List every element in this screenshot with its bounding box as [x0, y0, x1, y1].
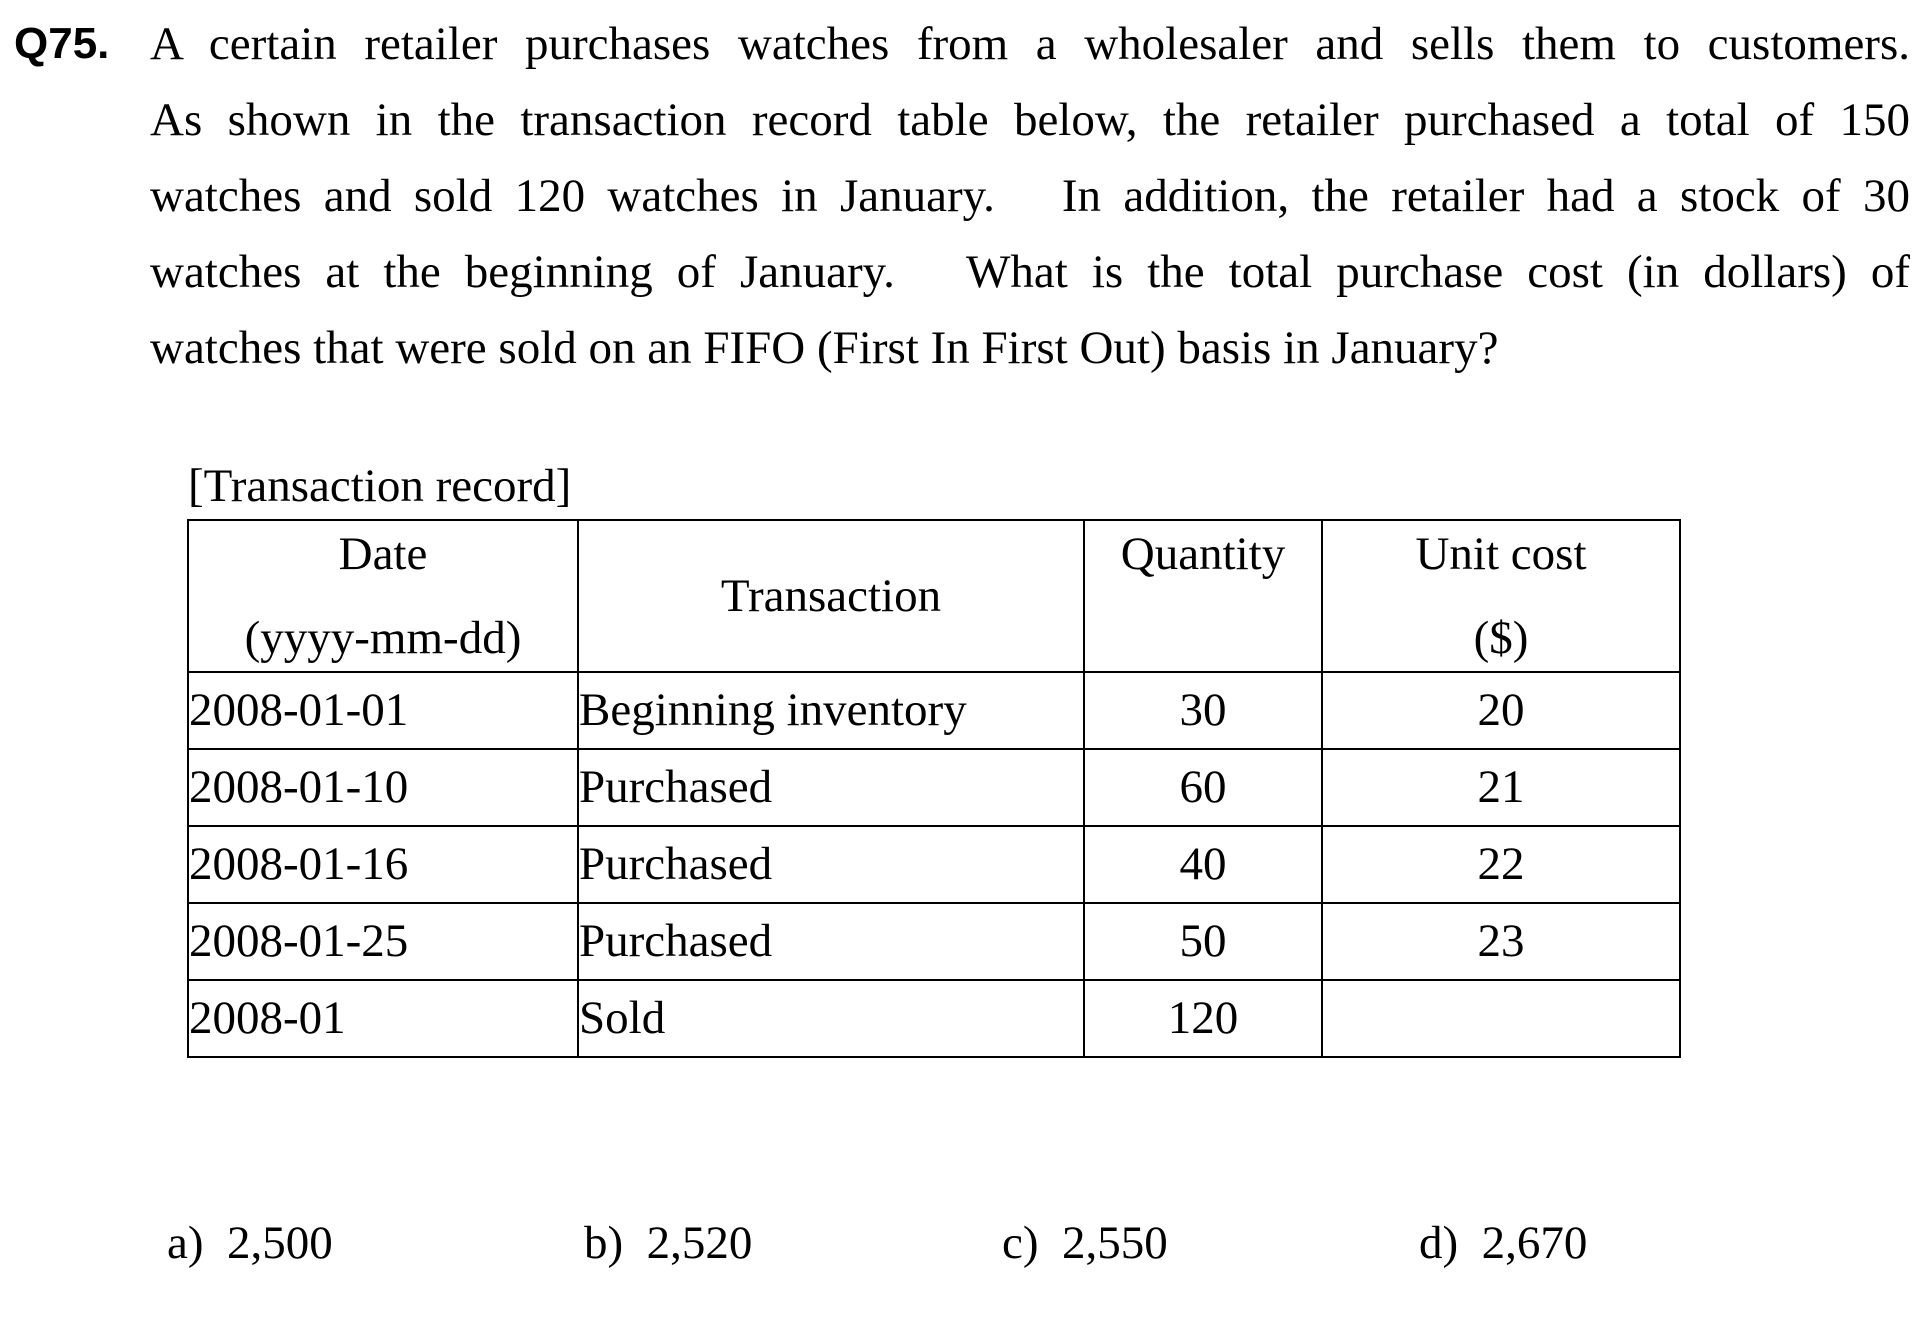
cell-transaction: Purchased	[577, 748, 1085, 827]
choice-value: 2,500	[227, 1217, 333, 1269]
cell-date: 2008-01-16	[187, 825, 579, 904]
question-line: watches and sold 120 watches in January.…	[150, 170, 1910, 222]
cell-quantity: 60	[1083, 748, 1323, 827]
cell-transaction: Sold	[577, 979, 1085, 1058]
header-quantity-label: Quantity	[1120, 528, 1286, 580]
header-date-label: Date	[338, 528, 428, 580]
cell-quantity: 120	[1083, 979, 1323, 1058]
cell-unit-cost: 22	[1321, 825, 1681, 904]
cell-date: 2008-01-01	[187, 671, 579, 750]
choice-b[interactable]: b) 2,520	[537, 1150, 752, 1336]
cell-date: 2008-01	[187, 979, 579, 1058]
answer-choices: a) 2,500 b) 2,520 c) 2,550 d) 2,670	[0, 1150, 1926, 1269]
table-row: 2008-01-25 Purchased 50 23	[187, 902, 1681, 981]
choice-label: b)	[584, 1217, 624, 1269]
header-quantity: Quantity	[1083, 519, 1323, 673]
question-line: watches that were sold on an FIFO (First…	[150, 322, 1499, 374]
cell-transaction: Beginning inventory	[577, 671, 1085, 750]
choice-value: 2,550	[1062, 1217, 1168, 1269]
header-transaction: Transaction	[577, 519, 1085, 673]
cell-quantity: 40	[1083, 825, 1323, 904]
table-row: 2008-01-16 Purchased 40 22	[187, 825, 1681, 904]
choice-value: 2,520	[646, 1217, 753, 1269]
cell-unit-cost: 21	[1321, 748, 1681, 827]
choice-a[interactable]: a) 2,500	[120, 1150, 333, 1336]
question-line: A certain retailer purchases watches fro…	[150, 18, 1910, 70]
cell-unit-cost	[1321, 979, 1681, 1058]
cell-transaction: Purchased	[577, 825, 1085, 904]
choice-label: d)	[1419, 1217, 1459, 1269]
table-row: 2008-01-10 Purchased 60 21	[187, 748, 1681, 827]
choice-label: a)	[167, 1217, 204, 1269]
table-header-row: Date (yyyy-mm-dd) Transaction Quantity U…	[187, 519, 1681, 673]
cell-unit-cost: 23	[1321, 902, 1681, 981]
table-caption: [Transaction record]	[188, 460, 572, 512]
cell-date: 2008-01-10	[187, 748, 579, 827]
cell-quantity: 50	[1083, 902, 1323, 981]
question-line: As shown in the transaction record table…	[150, 94, 1910, 146]
header-date-format: (yyyy-mm-dd)	[244, 612, 522, 664]
header-unit-cost-label: Unit cost	[1415, 528, 1587, 580]
header-unit-cost: Unit cost ($)	[1321, 519, 1681, 673]
choice-d[interactable]: d) 2,670	[1372, 1150, 1587, 1336]
table-row: 2008-01-01 Beginning inventory 30 20	[187, 671, 1681, 750]
header-transaction-label: Transaction	[720, 570, 942, 622]
header-date: Date (yyyy-mm-dd)	[187, 519, 579, 673]
question-text: A certain retailer purchases watches fro…	[150, 6, 1910, 386]
transaction-table: Date (yyyy-mm-dd) Transaction Quantity U…	[187, 519, 1681, 1058]
cell-quantity: 30	[1083, 671, 1323, 750]
question-line: watches at the beginning of January. Wha…	[150, 246, 1910, 298]
cell-unit-cost: 20	[1321, 671, 1681, 750]
choice-c[interactable]: c) 2,550	[955, 1150, 1168, 1336]
choice-value: 2,670	[1481, 1217, 1588, 1269]
question-number: Q75.	[14, 19, 110, 68]
cell-date: 2008-01-25	[187, 902, 579, 981]
header-unit-cost-unit: ($)	[1473, 612, 1529, 664]
cell-transaction: Purchased	[577, 902, 1085, 981]
choice-label: c)	[1002, 1217, 1039, 1269]
table-row: 2008-01 Sold 120	[187, 979, 1681, 1058]
